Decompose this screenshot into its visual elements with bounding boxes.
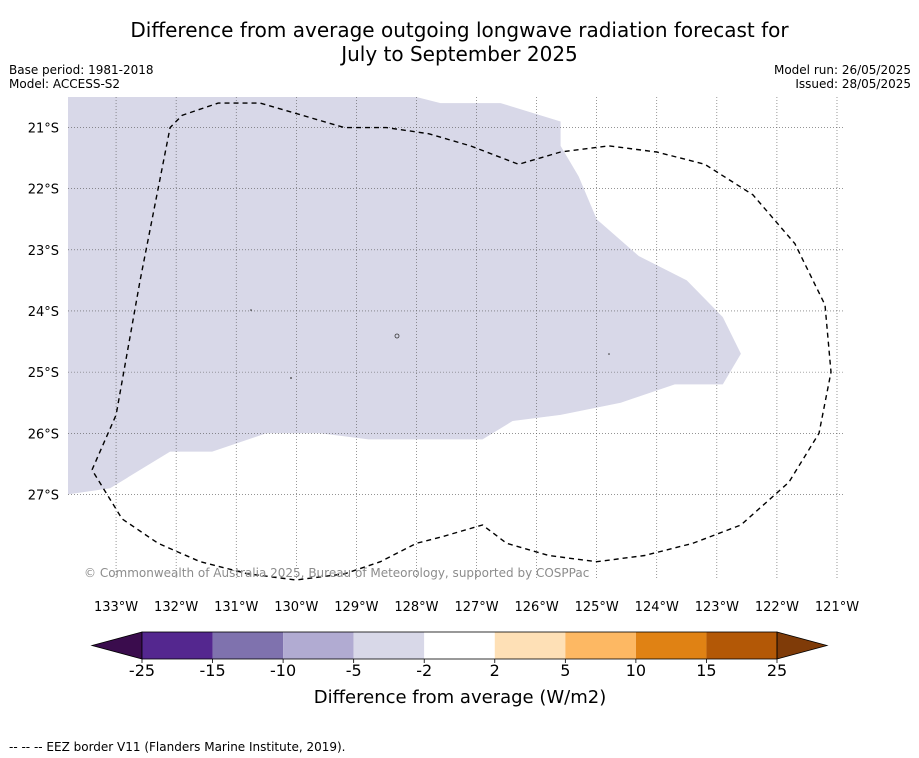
eez-border	[91, 102, 832, 581]
lat-tick-label: 23°S	[28, 244, 59, 259]
stray-marker	[290, 377, 292, 379]
map-canvas: 133°W 132°W 131°W 130°W 129°W 128°W 127°W 126°W…	[28, 97, 860, 615]
model-run: Model run: 26/05/2025	[773, 63, 911, 77]
title-line-1: Difference from average outgoing longwav…	[130, 18, 789, 42]
colorbar-tick-label: 5	[560, 661, 570, 680]
meta-left: Base period: 1981-2018 Model: ACCESS-S2	[9, 63, 154, 91]
model-name: Model: ACCESS-S2	[9, 77, 121, 91]
lon-tick-label: 124°W	[635, 600, 679, 615]
colorbar-segment	[283, 632, 354, 659]
lon-tick-label: 121°W	[815, 600, 859, 615]
map-title: Difference from average outgoing longwav…	[0, 18, 919, 66]
copyright-notice: © Commonwealth of Australia 2025, Bureau…	[84, 566, 589, 580]
colorbar-label: Difference from average (W/m2)	[314, 687, 606, 708]
lon-tick-label: 128°W	[394, 600, 438, 615]
colorbar-extend-low	[90, 631, 143, 660]
colorbar-segment	[565, 632, 636, 659]
colorbar-tick-label: 15	[696, 661, 716, 680]
lon-tick-label: 123°W	[695, 600, 739, 615]
lat-tick-label: 26°S	[28, 427, 59, 442]
colorbar-tick-label: 2	[490, 661, 500, 680]
lat-tick-label: 27°S	[28, 488, 59, 503]
colorbar-frame	[141, 631, 778, 660]
colorbar-segment	[706, 632, 777, 659]
colorbar-segment	[635, 632, 707, 659]
eez-border-layer	[91, 102, 832, 581]
colorbar-segment	[142, 632, 213, 659]
meta-right: Model run: 26/05/2025 Issued: 28/05/2025	[774, 63, 911, 91]
lat-tick-label: 22°S	[28, 183, 59, 198]
stray-marker	[608, 353, 610, 355]
colorbar: -25 -15 -10 -5 -2 2 5 10 15 25 Difference from av…	[90, 631, 829, 708]
lon-tick-label: 130°W	[274, 600, 318, 615]
stray-marker	[394, 333, 400, 339]
issued-date: Issued: 28/05/2025	[795, 77, 911, 91]
lon-tick-label: 132°W	[154, 600, 198, 615]
lon-tick-label: 133°W	[94, 600, 138, 615]
title-line-2: July to September 2025	[341, 42, 578, 66]
colorbar-tick-label: -25	[129, 661, 155, 680]
lat-tick-label: 24°S	[28, 305, 59, 320]
lon-tick-label: 131°W	[214, 600, 258, 615]
colorbar-tick-label: -10	[270, 661, 296, 680]
stray-marker	[250, 309, 252, 311]
lon-tick-label: 122°W	[755, 600, 799, 615]
lon-tick-label: 126°W	[515, 600, 559, 615]
colorbar-tick-label: 25	[767, 661, 787, 680]
axis-label-layer: 133°W 132°W 131°W 130°W 129°W 128°W 127°W 126°W…	[28, 122, 860, 615]
lon-tick-label: 129°W	[334, 600, 378, 615]
lon-tick-label: 127°W	[454, 600, 498, 615]
lon-tick-label: 125°W	[575, 600, 619, 615]
colorbar-segment	[212, 632, 284, 659]
colorbar-tick-label: -5	[346, 661, 362, 680]
colorbar-segment	[494, 632, 566, 659]
colorbar-tick-label: -2	[416, 661, 432, 680]
colorbar-tick-label: -15	[199, 661, 225, 680]
colorbar-extend-high	[776, 631, 829, 660]
colorbar-tick-label: 10	[626, 661, 646, 680]
lat-tick-label: 21°S	[28, 122, 59, 137]
colorbar-ticks: -25 -15 -10 -5 -2 2 5 10 15 25	[129, 659, 787, 680]
base-period: Base period: 1981-2018	[9, 63, 154, 77]
colorbar-segments	[90, 631, 829, 660]
lat-tick-label: 25°S	[28, 366, 59, 381]
colorbar-segment	[424, 632, 495, 659]
graticule-layer	[68, 97, 843, 580]
stray-markers	[250, 309, 610, 379]
eez-footnote: -- -- -- EEZ border V11 (Flanders Marine…	[9, 740, 346, 754]
colorbar-segment	[353, 632, 425, 659]
